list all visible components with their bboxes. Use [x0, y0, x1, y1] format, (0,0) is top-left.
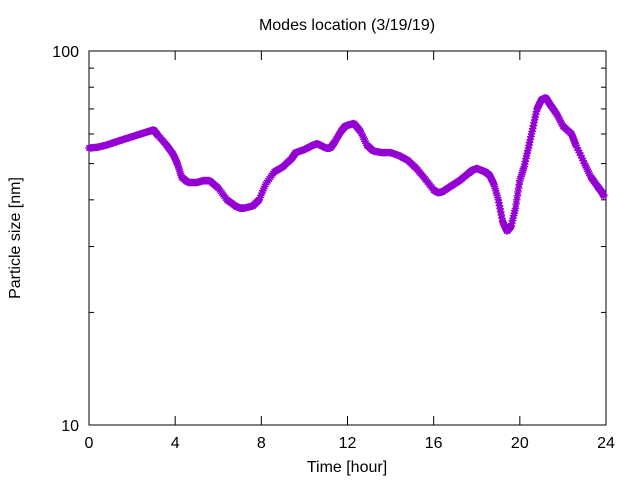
- tick-marks: [88, 50, 607, 426]
- x-tick-label: 16: [425, 435, 443, 452]
- data-point: [599, 191, 608, 200]
- chart-title: Modes location (3/19/19): [259, 17, 435, 34]
- data-markers: [85, 93, 608, 235]
- x-tick-label: 24: [597, 435, 615, 452]
- x-tick-label: 0: [85, 435, 94, 452]
- y-tick-label: 100: [52, 44, 79, 61]
- data-point: [574, 146, 583, 155]
- y-tick-labels: 10 100: [52, 44, 79, 435]
- plot-frame: [88, 50, 607, 426]
- x-tick-label: 20: [511, 435, 529, 452]
- x-tick-label: 4: [171, 435, 180, 452]
- x-tick-label: 12: [339, 435, 357, 452]
- x-tick-labels: 0 4 8 12 16 20 24: [85, 435, 615, 452]
- y-axis-label: Particle size [nm]: [7, 177, 24, 299]
- x-axis-label: Time [hour]: [307, 459, 387, 476]
- x-tick-label: 8: [257, 435, 266, 452]
- plot-area: [85, 50, 608, 426]
- y-tick-label: 10: [61, 418, 79, 435]
